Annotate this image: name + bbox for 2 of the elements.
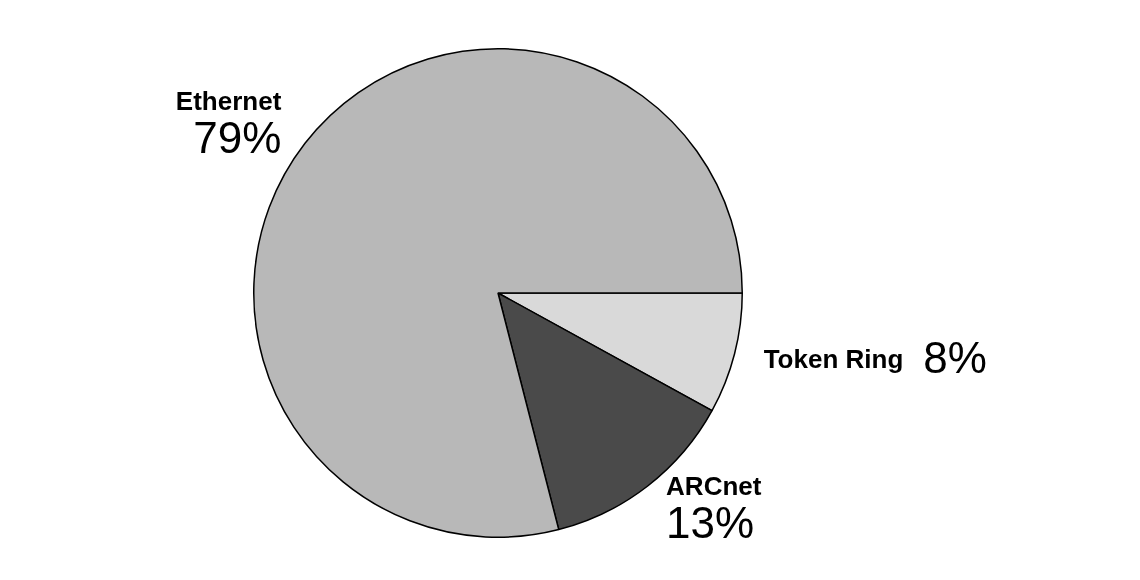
data-label: 8% xyxy=(923,333,987,383)
slice-label: Token Ring xyxy=(763,344,904,375)
